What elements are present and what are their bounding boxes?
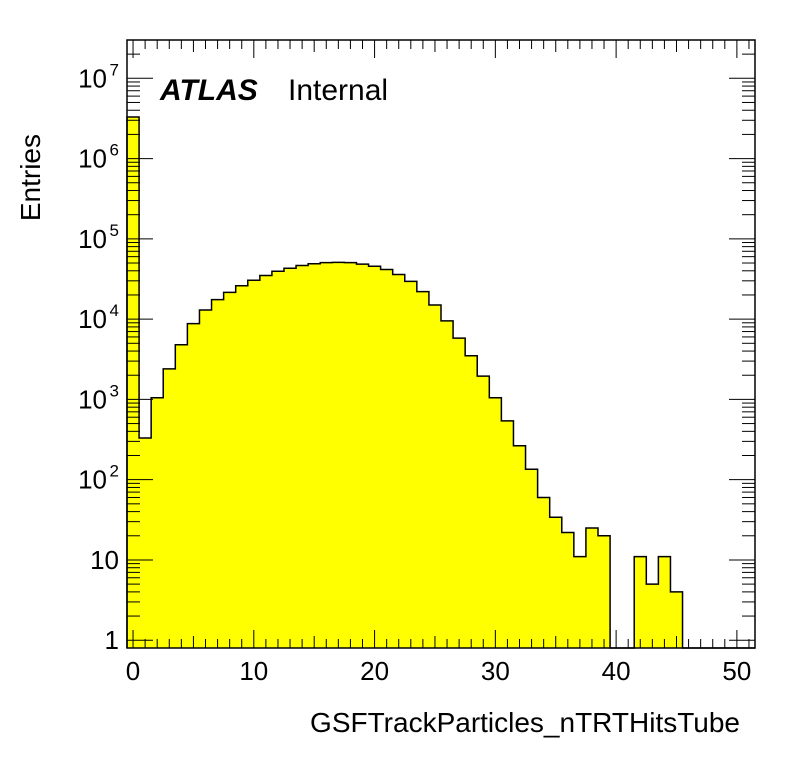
- y-tick-label: 1: [105, 625, 119, 655]
- histogram-bar: [392, 274, 406, 648]
- y-tick-label: 10: [78, 465, 107, 495]
- histogram-bar: [525, 469, 539, 648]
- y-tick-label: 10: [78, 144, 107, 174]
- histogram-bar: [284, 268, 297, 648]
- x-tick-label: 50: [722, 656, 751, 686]
- y-tick-label: 10: [78, 63, 107, 93]
- y-tick-exponent: 5: [110, 221, 119, 240]
- histogram-bar: [465, 355, 478, 648]
- atlas-tag: ATLAS: [159, 74, 258, 107]
- x-tick-label: 30: [481, 656, 510, 686]
- histogram-bar: [489, 397, 502, 648]
- histogram-bar: [151, 397, 164, 648]
- histogram-bar: [453, 338, 466, 648]
- x-tick-label: 20: [360, 656, 389, 686]
- x-axis: 0 10 20 30 40 50: [126, 40, 751, 686]
- histogram-bar: [585, 528, 599, 648]
- y-tick-exponent: 6: [110, 141, 119, 160]
- histogram-bar: [573, 556, 587, 648]
- x-axis-title: GSFTrackParticles_nTRTHitsTube: [310, 707, 740, 738]
- histogram-bar: [139, 438, 152, 648]
- histogram-bar: [344, 262, 357, 648]
- y-tick-exponent: 2: [110, 462, 119, 481]
- histogram-bar: [501, 420, 514, 648]
- histogram-bar: [308, 263, 321, 648]
- histogram-bar: [368, 266, 382, 648]
- histogram-bar: [235, 285, 249, 648]
- histogram-bar: [428, 304, 442, 648]
- plot-area: [126, 116, 755, 649]
- histogram-bar: [598, 535, 611, 648]
- histogram-bar: [247, 280, 261, 648]
- y-tick-label: 10: [90, 545, 119, 575]
- histogram-bar: [271, 271, 285, 648]
- x-tick-label: 10: [239, 656, 268, 686]
- histogram-bar: [332, 262, 345, 648]
- histogram-bar: [634, 556, 647, 648]
- histogram-bar: [670, 591, 683, 648]
- histogram-bar: [356, 264, 369, 648]
- y-axis-title: Entries: [15, 134, 46, 221]
- histogram-bar: [477, 376, 490, 648]
- histogram-bar: [549, 517, 563, 648]
- histogram-bar: [416, 291, 430, 648]
- histogram-bar: [127, 116, 140, 648]
- y-tick-label: 10: [78, 224, 107, 254]
- y-tick-exponent: 7: [110, 60, 119, 79]
- histogram-bar: [320, 262, 333, 648]
- y-tick-label: 10: [78, 304, 107, 334]
- histogram-bar: [223, 292, 237, 648]
- histogram-bar: [199, 309, 212, 648]
- histogram-bar: [187, 323, 200, 648]
- histogram-bar: [561, 532, 575, 648]
- atlas-internal-label: Internal: [288, 74, 388, 107]
- histogram-bar: [646, 584, 659, 648]
- histogram-bar: [296, 265, 309, 648]
- y-tick-exponent: 4: [110, 301, 119, 320]
- histogram-bar: [441, 320, 454, 648]
- histogram-bar: [259, 275, 273, 648]
- histogram-bar: [163, 368, 176, 648]
- histogram-bar: [658, 556, 671, 648]
- histogram-bar: [211, 299, 225, 648]
- plot-frame: [126, 39, 756, 649]
- x-tick-label: 0: [126, 656, 140, 686]
- histogram-bar: [175, 344, 188, 648]
- histogram-bar: [380, 269, 394, 648]
- y-tick-label: 10: [78, 384, 107, 414]
- histogram-bar: [513, 445, 526, 648]
- histogram-bar: [404, 281, 418, 648]
- x-tick-label: 40: [602, 656, 631, 686]
- histogram-bar: [537, 497, 551, 648]
- y-tick-exponent: 3: [110, 381, 119, 400]
